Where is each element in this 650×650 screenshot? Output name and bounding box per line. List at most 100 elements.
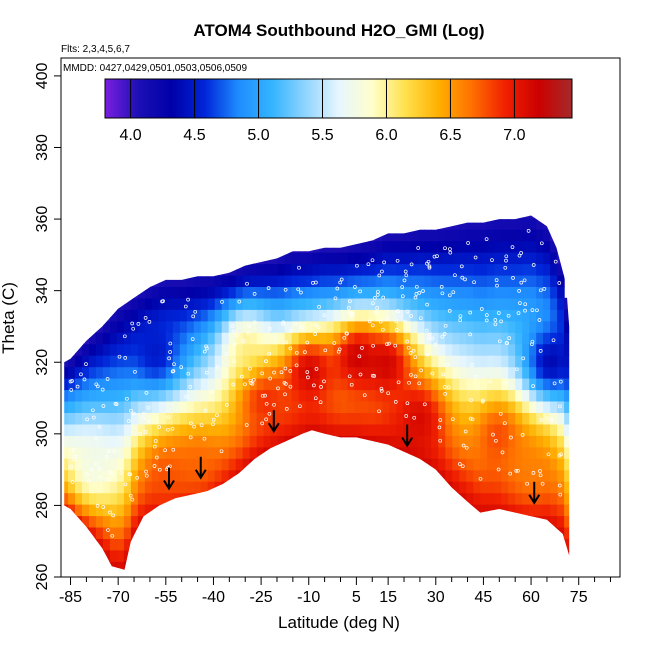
measurement-point (345, 331, 349, 336)
field-cell (501, 274, 509, 287)
field-cell (137, 366, 146, 379)
field-cell (522, 252, 530, 265)
field-cell (116, 343, 125, 356)
field-cell (179, 286, 188, 299)
field-cell (319, 240, 328, 253)
field-cell (452, 240, 460, 253)
field-cell (284, 378, 293, 391)
field-cell (508, 435, 516, 448)
field-cell (522, 412, 530, 425)
field-cell (207, 458, 216, 471)
field-cell (151, 378, 160, 391)
field-cell (571, 550, 579, 562)
field-cell (571, 355, 579, 367)
measurement-point (264, 359, 268, 363)
field-cell (417, 274, 425, 287)
measurement-point (267, 326, 272, 331)
field-cell (179, 320, 188, 333)
field-cell (89, 400, 97, 413)
field-cell (200, 355, 209, 368)
field-cell (312, 366, 321, 379)
field-cell (263, 274, 272, 287)
field-cell (249, 446, 258, 459)
field-cell (151, 309, 160, 322)
field-cell (543, 423, 551, 436)
field-cell (68, 389, 76, 402)
measurement-point (231, 382, 236, 387)
field-cell (95, 526, 104, 539)
field-cell (550, 366, 558, 379)
field-cell (438, 366, 446, 379)
field-cell (571, 504, 579, 516)
field-cell (431, 378, 439, 391)
field-cell (494, 366, 502, 379)
field-cell (109, 400, 118, 413)
field-cell (473, 412, 481, 425)
field-cell (501, 435, 509, 448)
field-cell (508, 229, 516, 242)
field-cell (424, 378, 432, 391)
field-cell (501, 504, 509, 517)
measurement-point (244, 423, 249, 427)
measurement-point (70, 379, 74, 383)
field-cell (361, 252, 370, 265)
field-cell (179, 400, 188, 413)
field-cell (410, 400, 418, 413)
field-cell (431, 435, 439, 448)
field-cell (82, 400, 90, 413)
measurement-point (411, 348, 416, 353)
field-cell (193, 274, 202, 287)
field-cell (382, 217, 390, 230)
field-cell (543, 320, 551, 333)
field-cell (480, 309, 488, 322)
field-cell (172, 504, 181, 517)
field-cell (123, 355, 132, 368)
field-cell (207, 435, 216, 448)
field-cell (75, 481, 83, 494)
field-cell (480, 469, 488, 482)
field-cell (68, 435, 76, 448)
field-cell (137, 343, 146, 356)
measurement-point (419, 368, 423, 373)
field-cell (557, 389, 565, 402)
measurement-point (246, 331, 251, 336)
field-cell (564, 355, 570, 368)
field-cell (354, 297, 363, 310)
field-cell (389, 446, 397, 459)
field-cell (172, 400, 181, 413)
field-cell (578, 447, 586, 459)
field-cell (557, 492, 565, 505)
field-cell (137, 515, 146, 528)
measurement-point (504, 254, 509, 259)
field-cell (249, 252, 258, 265)
field-cell (89, 320, 97, 333)
field-cell (312, 435, 321, 448)
measurement-point (468, 310, 473, 315)
field-cell (424, 423, 432, 436)
field-cell (200, 423, 209, 436)
measurement-point (381, 295, 386, 300)
measurement-point (284, 340, 289, 345)
field-cell (459, 378, 467, 391)
measurement-point (131, 326, 136, 331)
measurement-point (305, 340, 310, 345)
field-cell (361, 274, 370, 287)
field-cell (494, 400, 502, 413)
field-cell (82, 515, 90, 528)
measurement-point (126, 419, 131, 423)
field-cell (214, 378, 223, 391)
field-cell (494, 215, 502, 219)
field-cell (529, 458, 537, 471)
field-cell (578, 344, 586, 356)
field-cell (144, 435, 153, 448)
measurement-point (358, 372, 363, 377)
field-cell (151, 286, 160, 299)
field-cell (249, 366, 258, 379)
field-cell (95, 355, 104, 368)
field-cell (396, 332, 404, 345)
field-cell (89, 355, 97, 368)
field-cell (193, 286, 202, 299)
field-cell (501, 217, 509, 230)
field-cell (459, 229, 467, 242)
